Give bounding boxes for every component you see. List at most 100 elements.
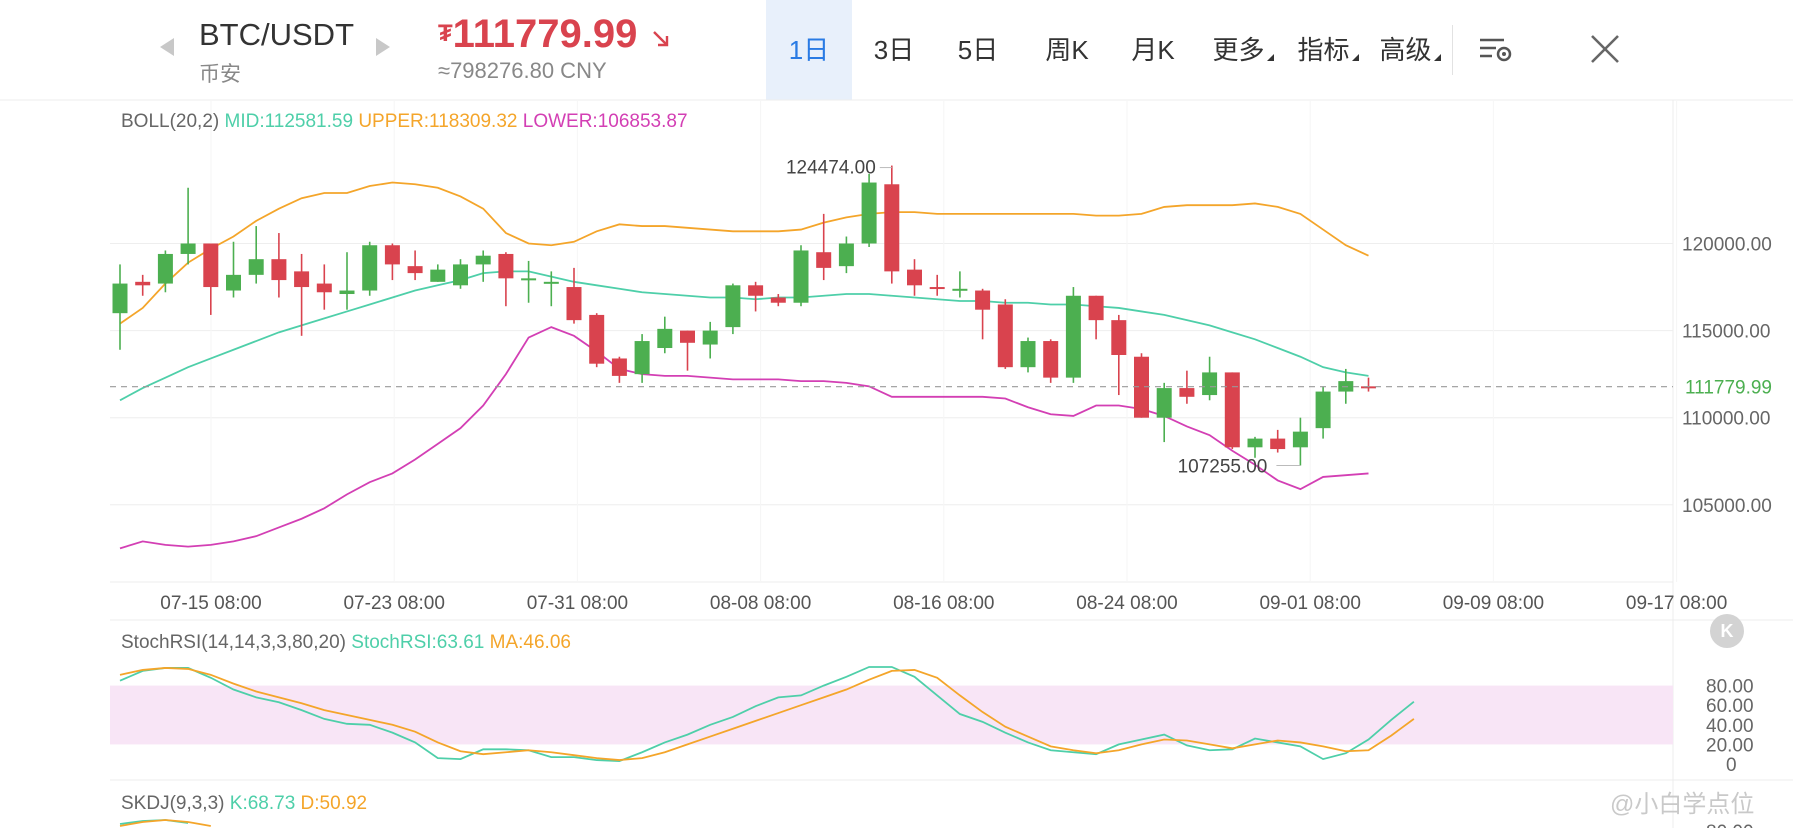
tab-weekly[interactable]: 周K [1024,0,1110,100]
candle-body [725,285,741,328]
candle-body [1292,431,1308,448]
chevron-right-icon[interactable] [376,38,390,56]
candle-body [475,255,491,265]
tab-more[interactable]: 更多 [1198,0,1288,100]
stochrsi-legend: StochRSI(14,14,3,3,80,20) StochRSI:63.61… [121,632,571,654]
candle [952,271,968,298]
candle [816,213,832,281]
candle-body [430,269,446,282]
stoch-stochrsi-line [119,666,1415,762]
candle-body [929,287,945,290]
tab-label: 更多 [1212,35,1265,65]
candle [1065,287,1081,383]
x-tick-label: 07-31 08:00 [527,593,628,614]
bollinger-bands [119,181,1369,550]
candle-body [975,290,991,310]
candle-body [1361,386,1376,389]
candle-body [952,288,968,291]
candle [1111,314,1127,396]
candle [453,259,468,289]
tab-label: 1日 [788,35,830,65]
stoch-y-tick-label: 0 [1726,755,1737,776]
stochrsi-ma-label: MA:46.06 [489,632,571,653]
candle-body [1088,295,1104,321]
boll-upper-line [119,181,1369,325]
price-cny: ≈798276.80 CNY [438,58,607,83]
tab-5d[interactable]: 5日 [936,0,1020,100]
boll-name: BOLL(20,2) [121,111,220,132]
candle [521,260,537,303]
tab-3d[interactable]: 3日 [852,0,936,100]
candle [1088,295,1104,340]
x-tick-label: 09-09 08:00 [1443,593,1544,614]
skdj-legend: SKDJ(9,3,3) K:68.73 D:50.92 [121,793,367,815]
skdj-panel: 80.00 [119,819,1754,828]
high-annotation: 124474.00 [786,158,876,179]
skdj-d-line [119,819,211,827]
candle [203,243,219,315]
candle [611,356,627,383]
candle-body [339,290,355,295]
candle [407,250,423,281]
candle-body [861,182,877,244]
candle [1156,382,1172,443]
candle [884,165,900,284]
header-divider [1452,25,1453,75]
candle [1224,372,1240,450]
candle [1292,417,1308,466]
candle [226,241,241,298]
tab-label: 3日 [873,35,915,65]
candle-body [521,278,537,281]
tab-label: 指标 [1297,35,1350,65]
candle-body [180,243,196,254]
candle-body [271,259,287,281]
candle-body [1065,295,1081,378]
candle-body [884,184,900,272]
close-icon[interactable] [1588,32,1622,66]
settings-icon[interactable] [1478,34,1514,66]
skdj-d-label: D:50.92 [300,793,368,814]
candle-body [907,269,922,286]
candle [271,233,287,298]
pair-title: BTC/USDT [199,17,354,52]
candle [1270,429,1286,453]
tab-monthly[interactable]: 月K [1110,0,1196,100]
stochrsi-value-label: StochRSI:63.61 [351,632,485,653]
k-badge-icon[interactable]: K [1710,614,1744,648]
candle-body [1202,372,1218,396]
candle [1020,337,1036,373]
candle-body [543,281,559,284]
arrow-down-right-icon [653,31,669,47]
x-tick-label: 07-15 08:00 [160,593,261,614]
candle-body [498,253,514,279]
skdj-y-tick-label: 80.00 [1706,822,1754,828]
boll-mid-line [119,270,1369,402]
candle [1202,356,1218,401]
chevron-left-icon[interactable] [160,38,174,56]
candle-body [1043,341,1059,378]
candle-body [1224,372,1240,448]
candle [1179,370,1195,404]
boll-lower-line [119,326,1369,550]
candle-body [1134,356,1149,418]
tab-1d[interactable]: 1日 [766,0,852,100]
tab-advanced[interactable]: 高级 [1370,0,1450,100]
candle-body [838,243,854,267]
y-tick-label: 115000.00 [1682,322,1770,343]
tab-label: 5日 [957,35,999,65]
candle-body [1247,438,1263,448]
candle-body [657,328,673,349]
x-tick-label: 09-01 08:00 [1259,593,1360,614]
price-value: 111779.99 [452,12,638,56]
candle [248,226,264,284]
candle [1043,339,1059,383]
header-bar: BTC/USDT 币安 ₮111779.99 ≈798276.80 CNY 1日… [0,0,1793,100]
candle-body [1020,341,1036,368]
tab-indicators[interactable]: 指标 [1288,0,1368,100]
price-currency-symbol: ₮ [438,20,453,47]
candle [748,281,764,312]
candle [112,264,128,350]
boll-lower-label: LOWER:106853.87 [522,111,688,132]
